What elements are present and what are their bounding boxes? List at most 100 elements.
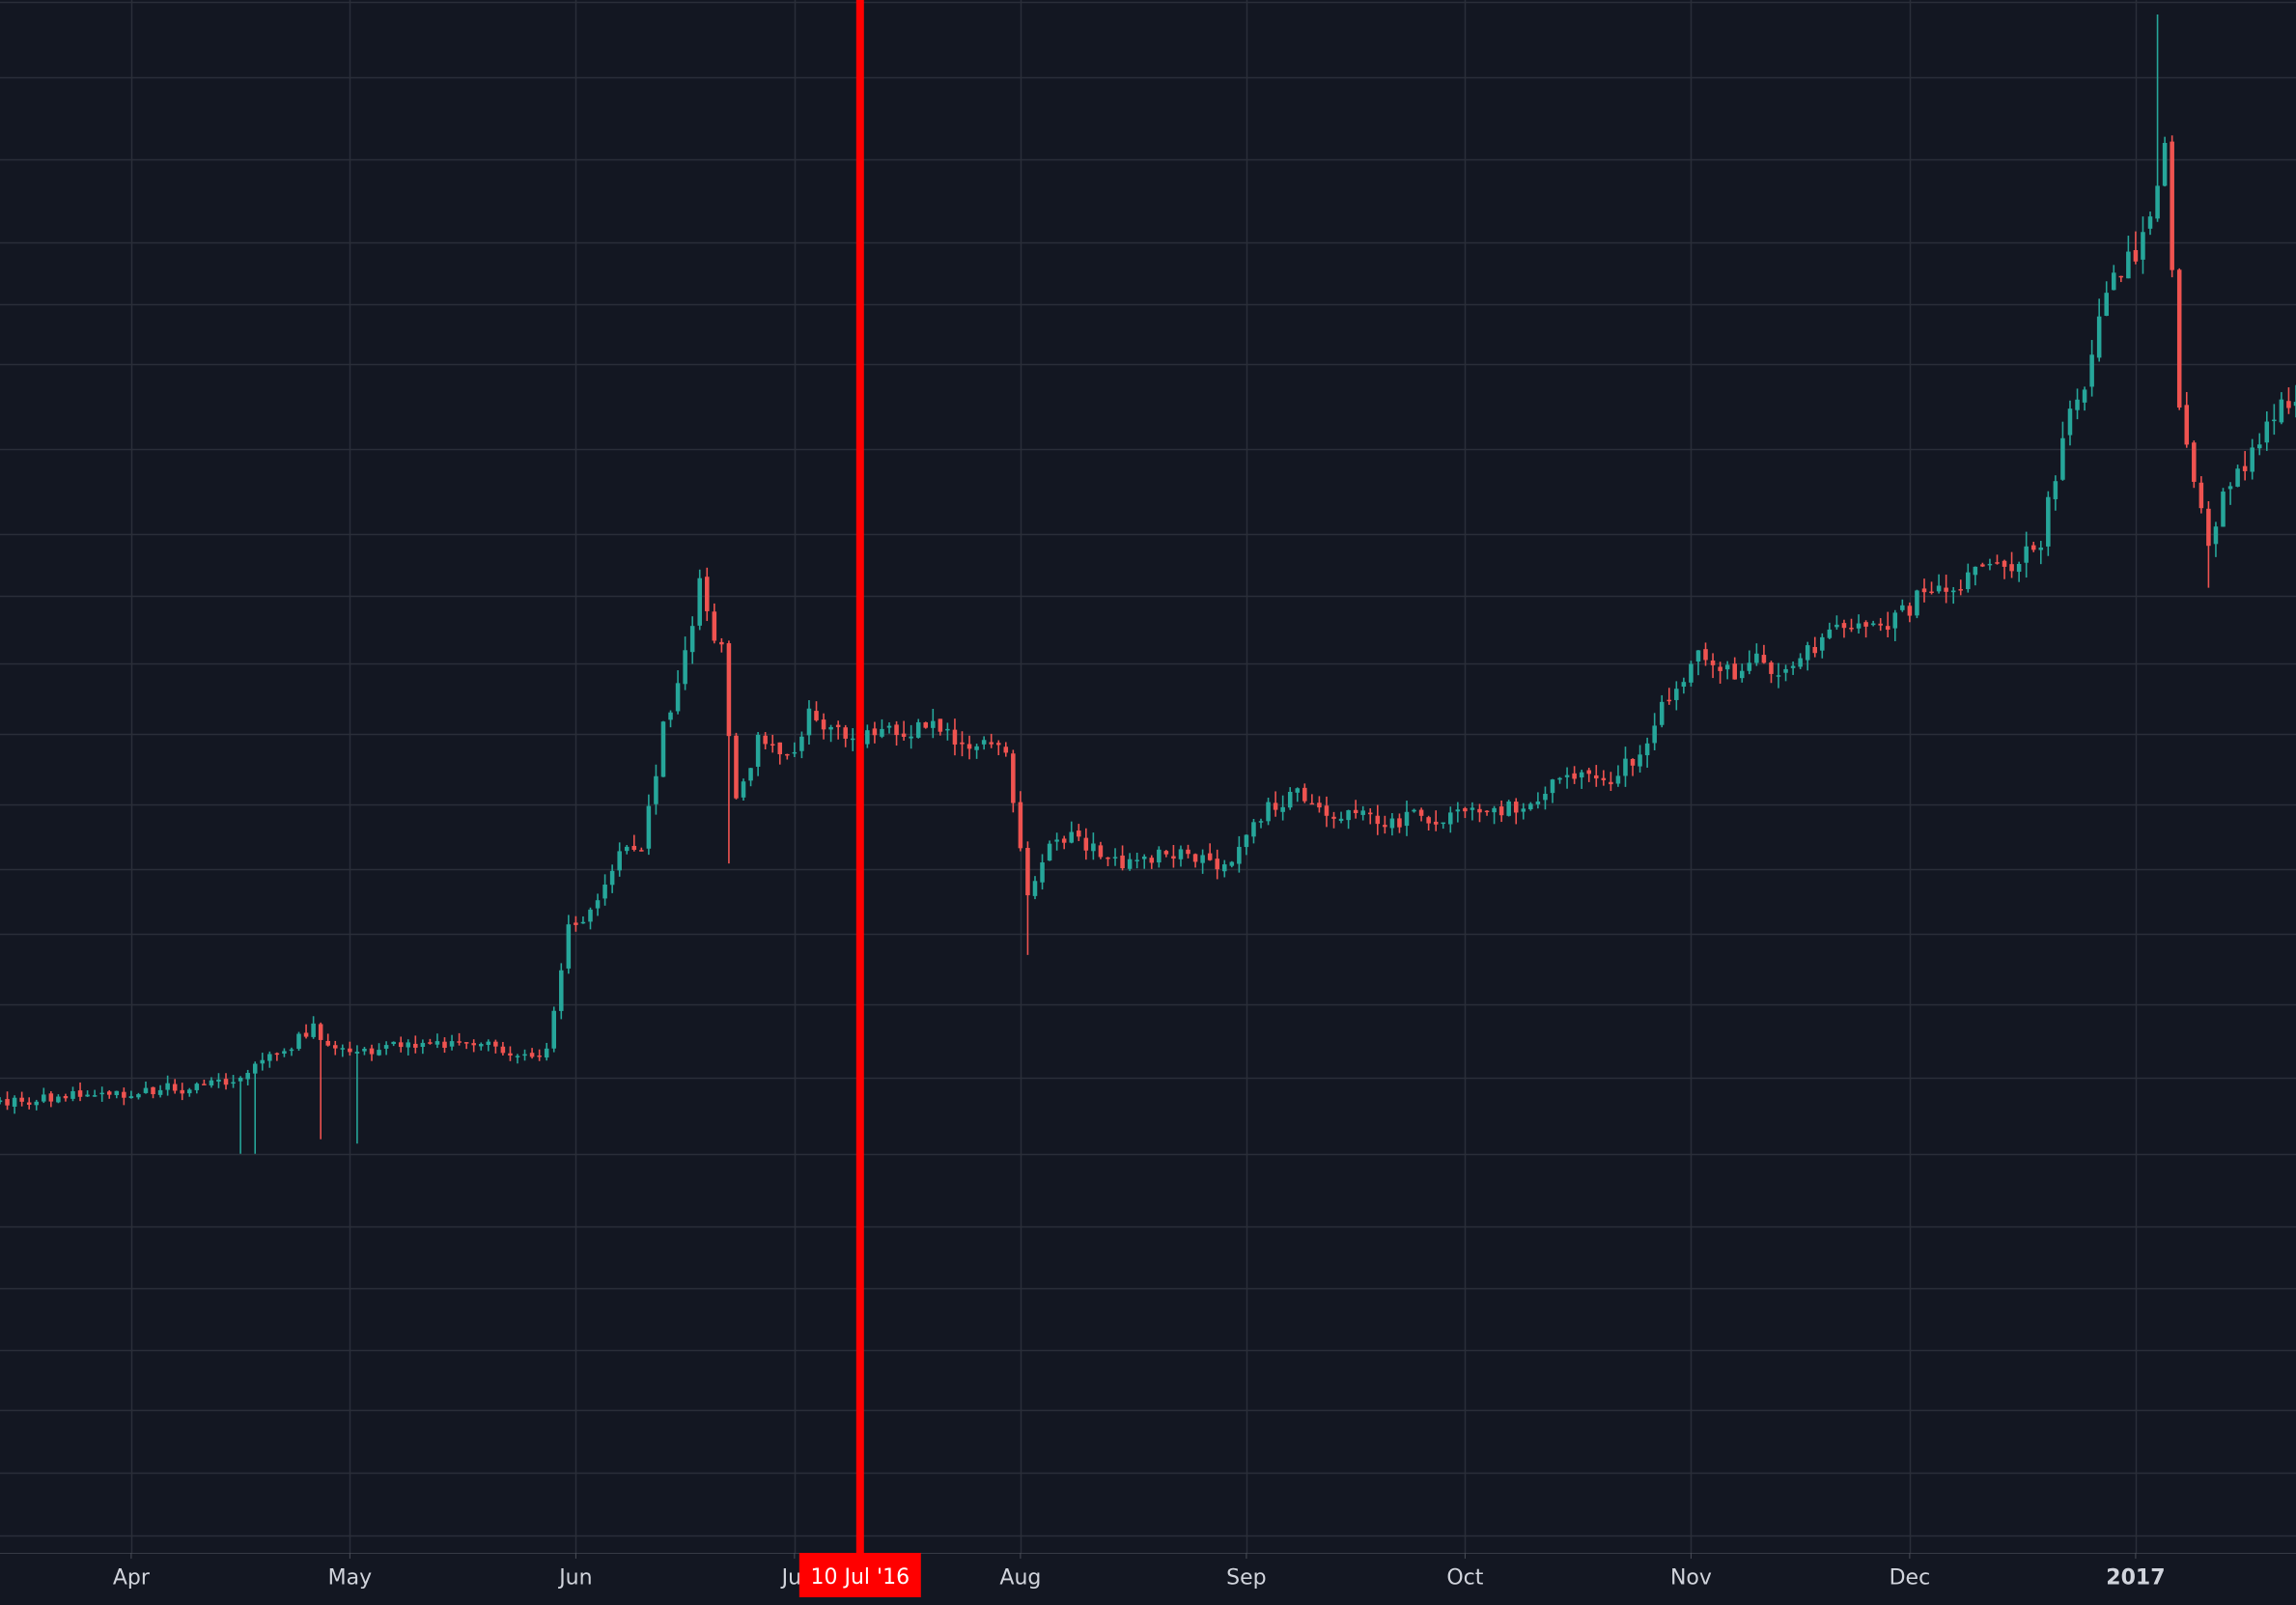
candle-body <box>1900 605 1905 610</box>
candle-body <box>1601 777 1607 780</box>
candle-body <box>821 719 826 730</box>
candle-body <box>128 1096 134 1099</box>
candle-body <box>1222 864 1227 872</box>
grid <box>0 0 2296 1553</box>
candle-body <box>1011 753 1016 803</box>
candle-body <box>2046 496 2051 547</box>
candle-body <box>2053 481 2058 499</box>
candle-body <box>1317 802 1322 808</box>
candle-body <box>70 1090 75 1099</box>
candle-body <box>34 1101 40 1106</box>
candle-body <box>2279 399 2284 423</box>
candle-body <box>187 1089 192 1094</box>
candle-body <box>1047 843 1052 861</box>
candle-body <box>966 744 972 749</box>
candle-body <box>1251 822 1256 837</box>
candle-body <box>1273 802 1278 810</box>
candle-body <box>1630 758 1636 766</box>
candle-body <box>806 708 812 736</box>
candle-body <box>2141 232 2145 260</box>
candle-body <box>1426 817 1431 824</box>
candle-body <box>1331 816 1336 819</box>
candle-body <box>1207 853 1213 860</box>
candle-body <box>1441 822 1446 825</box>
candle-body <box>500 1046 506 1054</box>
candle-body <box>1418 809 1424 816</box>
candle-body <box>238 1077 243 1082</box>
candle-body <box>609 870 615 886</box>
candle-body <box>428 1042 433 1044</box>
candle-body <box>741 781 746 798</box>
candle-body <box>1609 781 1613 785</box>
candle-body <box>136 1094 141 1098</box>
candle-body <box>391 1041 396 1045</box>
candle-body <box>0 1100 3 1103</box>
candle-body <box>2126 251 2131 279</box>
candle-body <box>5 1099 10 1106</box>
candle-body <box>260 1059 266 1064</box>
candle-body <box>1958 589 1964 591</box>
candle-body <box>348 1048 352 1053</box>
candle-body <box>1302 787 1307 802</box>
candle-body <box>1550 779 1555 794</box>
candle-body <box>1623 758 1628 776</box>
candle-body <box>1186 849 1190 855</box>
candle-body <box>2104 293 2109 317</box>
candle-body <box>1069 831 1074 843</box>
crosshair-label-background <box>798 1553 921 1597</box>
candle-body <box>122 1091 126 1098</box>
candle-body <box>712 611 717 641</box>
candle-body <box>580 921 586 924</box>
candle-body <box>602 885 607 899</box>
candle-body <box>705 577 710 611</box>
candle-body <box>639 850 644 852</box>
candle-body <box>1018 802 1023 849</box>
candle-body <box>1025 848 1030 896</box>
candle-body <box>2096 316 2102 358</box>
candle-body <box>332 1045 338 1049</box>
candle-body <box>19 1097 24 1102</box>
candle-body <box>1157 849 1162 863</box>
candle-body <box>267 1054 272 1061</box>
candle-body <box>595 900 601 909</box>
candle-body <box>850 738 855 741</box>
candle-body <box>2016 563 2022 573</box>
candle-body <box>2176 269 2182 408</box>
candle-body <box>1106 857 1110 859</box>
candle-body <box>1718 666 1722 671</box>
candle-body <box>362 1048 367 1052</box>
candle-body <box>56 1096 61 1103</box>
candle-body <box>1579 772 1584 778</box>
candle-body <box>1448 812 1453 825</box>
candle-body <box>1936 585 1942 592</box>
candle-body <box>1521 808 1526 812</box>
candle-body <box>202 1084 207 1085</box>
candle-body <box>48 1093 54 1102</box>
candle-body <box>1907 605 1913 616</box>
candle-body <box>2198 482 2204 509</box>
time-axis-label: May <box>328 1566 372 1591</box>
candle-body <box>1054 839 1059 842</box>
candle-body <box>1820 636 1825 651</box>
time-axis: Apr May Jun Jul Aug Sep Oct Nov Dec 2017 <box>113 1553 2166 1591</box>
time-axis-label: Jun <box>557 1566 592 1591</box>
candle-body <box>617 851 622 871</box>
candle-body <box>1564 774 1570 777</box>
candle-body <box>340 1048 346 1050</box>
candle-body <box>1287 791 1293 808</box>
candle-body <box>799 736 804 751</box>
candle-body <box>1689 663 1694 683</box>
candle-body <box>835 724 841 727</box>
crosshair-time-label: 10 Jul '16 <box>798 1553 921 1597</box>
time-axis-label: Nov <box>1670 1566 1712 1591</box>
candle-body <box>1077 831 1081 837</box>
candle-body <box>1543 794 1548 801</box>
candle-body <box>719 641 724 645</box>
candle-body <box>909 736 913 739</box>
candle-body <box>1200 855 1205 863</box>
candle-body <box>2118 275 2124 278</box>
candle-body <box>406 1042 411 1048</box>
candle-body <box>689 626 695 653</box>
candle-body <box>325 1040 330 1046</box>
